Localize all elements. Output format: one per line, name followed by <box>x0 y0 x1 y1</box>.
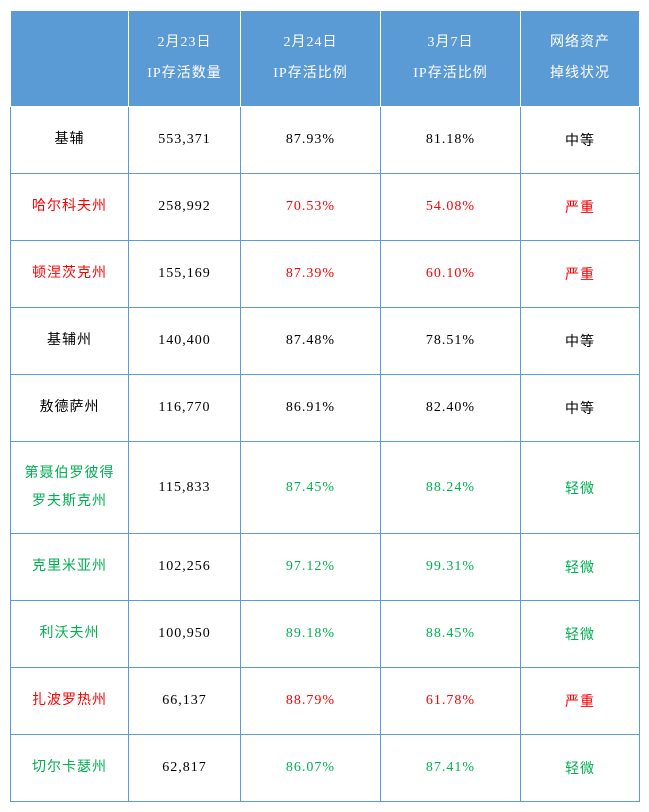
col-header-region <box>11 11 129 107</box>
cell-mar7: 78.51% <box>381 308 521 375</box>
cell-feb24: 87.45% <box>241 442 381 534</box>
cell-feb24: 89.18% <box>241 601 381 668</box>
cell-region: 哈尔科夫州 <box>11 174 129 241</box>
cell-feb23: 115,833 <box>129 442 241 534</box>
header-line1: 3月7日 <box>385 28 516 59</box>
header-row: 2月23日 IP存活数量 2月24日 IP存活比例 3月7日 IP存活比例 网络… <box>11 11 640 107</box>
table-row: 扎波罗热州66,13788.79%61.78%严重 <box>11 668 640 735</box>
cell-region: 顿涅茨克州 <box>11 241 129 308</box>
cell-region: 切尔卡瑟州 <box>11 735 129 802</box>
header-line1: 网络资产 <box>525 28 635 59</box>
cell-status: 严重 <box>521 174 640 241</box>
cell-status: 轻微 <box>521 601 640 668</box>
table-row: 基辅州140,40087.48%78.51%中等 <box>11 308 640 375</box>
table-row: 切尔卡瑟州62,81786.07%87.41%轻微 <box>11 735 640 802</box>
table-row: 基辅553,37187.93%81.18%中等 <box>11 107 640 174</box>
col-header-status: 网络资产 掉线状况 <box>521 11 640 107</box>
cell-mar7: 54.08% <box>381 174 521 241</box>
cell-feb23: 140,400 <box>129 308 241 375</box>
cell-feb23: 258,992 <box>129 174 241 241</box>
cell-region: 扎波罗热州 <box>11 668 129 735</box>
header-line2: 掉线状况 <box>525 59 635 90</box>
col-header-feb23: 2月23日 IP存活数量 <box>129 11 241 107</box>
cell-status: 中等 <box>521 308 640 375</box>
cell-mar7: 61.78% <box>381 668 521 735</box>
table-row: 克里米亚州102,25697.12%99.31%轻微 <box>11 534 640 601</box>
header-line2: IP存活比例 <box>385 59 516 90</box>
col-header-feb24: 2月24日 IP存活比例 <box>241 11 381 107</box>
cell-mar7: 99.31% <box>381 534 521 601</box>
ip-survival-table: 2月23日 IP存活数量 2月24日 IP存活比例 3月7日 IP存活比例 网络… <box>10 10 640 802</box>
cell-region: 利沃夫州 <box>11 601 129 668</box>
cell-feb24: 87.48% <box>241 308 381 375</box>
cell-feb24: 86.07% <box>241 735 381 802</box>
cell-region: 敖德萨州 <box>11 375 129 442</box>
cell-status: 轻微 <box>521 735 640 802</box>
cell-feb24: 70.53% <box>241 174 381 241</box>
table-row: 利沃夫州100,95089.18%88.45%轻微 <box>11 601 640 668</box>
cell-status: 严重 <box>521 241 640 308</box>
cell-feb23: 62,817 <box>129 735 241 802</box>
cell-feb24: 88.79% <box>241 668 381 735</box>
cell-status: 轻微 <box>521 442 640 534</box>
cell-feb24: 87.39% <box>241 241 381 308</box>
cell-region: 基辅 <box>11 107 129 174</box>
col-header-mar7: 3月7日 IP存活比例 <box>381 11 521 107</box>
table-header: 2月23日 IP存活数量 2月24日 IP存活比例 3月7日 IP存活比例 网络… <box>11 11 640 107</box>
cell-feb23: 116,770 <box>129 375 241 442</box>
cell-feb23: 102,256 <box>129 534 241 601</box>
table-row: 敖德萨州116,77086.91%82.40%中等 <box>11 375 640 442</box>
cell-region: 基辅州 <box>11 308 129 375</box>
cell-mar7: 88.24% <box>381 442 521 534</box>
cell-mar7: 87.41% <box>381 735 521 802</box>
cell-feb24: 97.12% <box>241 534 381 601</box>
cell-status: 严重 <box>521 668 640 735</box>
cell-feb23: 553,371 <box>129 107 241 174</box>
cell-status: 轻微 <box>521 534 640 601</box>
cell-feb23: 100,950 <box>129 601 241 668</box>
cell-mar7: 81.18% <box>381 107 521 174</box>
cell-feb24: 87.93% <box>241 107 381 174</box>
cell-mar7: 88.45% <box>381 601 521 668</box>
header-line1: 2月24日 <box>245 28 376 59</box>
table-body: 基辅553,37187.93%81.18%中等哈尔科夫州258,99270.53… <box>11 107 640 802</box>
cell-region: 克里米亚州 <box>11 534 129 601</box>
cell-mar7: 60.10% <box>381 241 521 308</box>
cell-feb23: 66,137 <box>129 668 241 735</box>
cell-status: 中等 <box>521 107 640 174</box>
table-row: 哈尔科夫州258,99270.53%54.08%严重 <box>11 174 640 241</box>
table-row: 顿涅茨克州155,16987.39%60.10%严重 <box>11 241 640 308</box>
table-row: 第聂伯罗彼得罗夫斯克州115,83387.45%88.24%轻微 <box>11 442 640 534</box>
cell-mar7: 82.40% <box>381 375 521 442</box>
cell-feb24: 86.91% <box>241 375 381 442</box>
header-line1: 2月23日 <box>133 28 236 59</box>
cell-status: 中等 <box>521 375 640 442</box>
header-line2: IP存活数量 <box>133 59 236 90</box>
header-line2: IP存活比例 <box>245 59 376 90</box>
cell-feb23: 155,169 <box>129 241 241 308</box>
cell-region: 第聂伯罗彼得罗夫斯克州 <box>11 442 129 534</box>
